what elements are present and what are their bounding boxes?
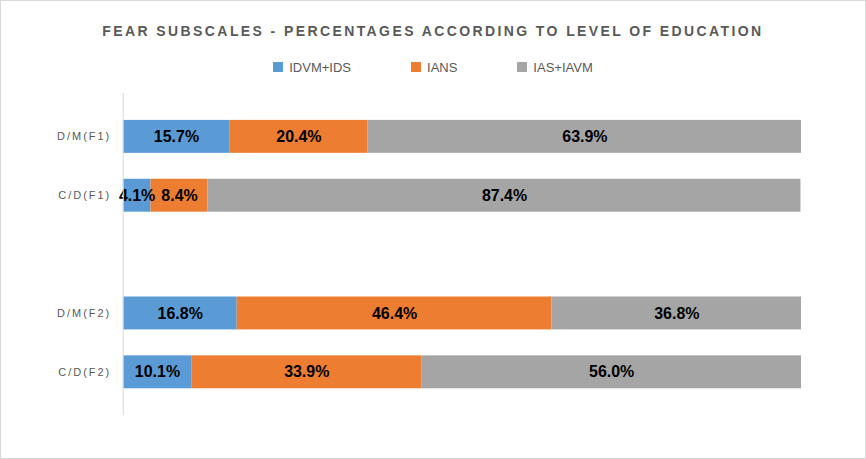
svg-text:10.1%: 10.1%: [135, 363, 180, 380]
svg-text:D/M(F2): D/M(F2): [57, 307, 111, 319]
svg-text:33.9%: 33.9%: [284, 363, 329, 380]
html-text:FEAR SUBSCALES - PERCENTAGES A: FEAR SUBSCALES - PERCENTAGES ACCORDING T…: [102, 23, 764, 39]
svg-text:C/D(F2): C/D(F2): [58, 366, 111, 378]
svg-text:63.9%: 63.9%: [562, 128, 607, 145]
svg-text:8.4%: 8.4%: [161, 187, 197, 204]
html-text:IDVM+IDS: IDVM+IDS: [289, 59, 351, 75]
svg-text:36.8%: 36.8%: [654, 305, 699, 322]
html-text:IAS+IAVM: IAS+IAVM: [533, 59, 593, 75]
svg-text:C/D(F1): C/D(F1): [58, 189, 111, 201]
svg-text:15.7%: 15.7%: [154, 128, 199, 145]
svg-text:D/M(F1): D/M(F1): [57, 130, 111, 142]
svg-text:16.8%: 16.8%: [158, 305, 203, 322]
html-text:IANS: IANS: [427, 59, 458, 75]
svg-text:20.4%: 20.4%: [276, 128, 321, 145]
svg-text:4.1%: 4.1%: [119, 187, 155, 204]
svg-text:87.4%: 87.4%: [482, 187, 527, 204]
svg-text:56.0%: 56.0%: [589, 363, 634, 380]
svg-text:46.4%: 46.4%: [372, 305, 417, 322]
